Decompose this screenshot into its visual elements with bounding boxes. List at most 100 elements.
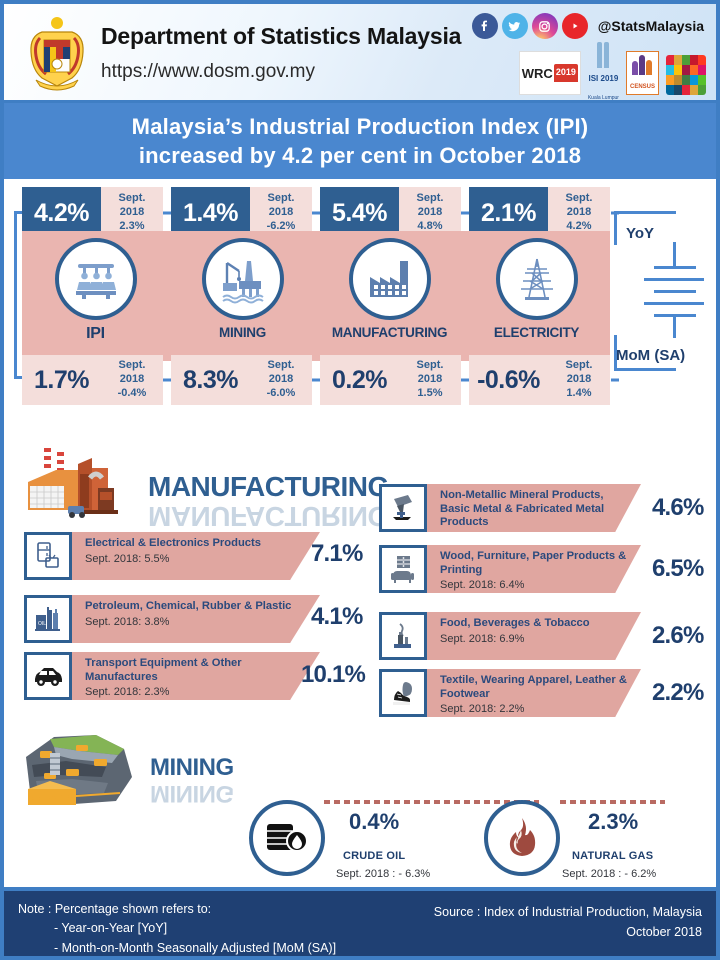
sector-icon-band: IPI (22, 231, 610, 361)
prev-label-year: 2018 (566, 206, 592, 219)
prev-label-year: 2018 (268, 373, 294, 386)
prev-value: 1.4% (566, 386, 592, 399)
census-2020-logo: CENSUS (625, 51, 659, 95)
yoy-label: YoY (626, 225, 655, 242)
twitter-icon[interactable] (501, 13, 528, 39)
mom-cell-mining: 8.3% Sept. 2018 -6.0% (171, 355, 320, 405)
oil-refinery-icon: OIL (24, 595, 72, 643)
mfg-left-item-3: Transport Equipment & Other Manufactures… (24, 652, 320, 704)
sector-electricity: ELECTRICITY (466, 238, 608, 340)
prev-label-month: Sept. (118, 192, 146, 205)
manufacturing-title-reflection: MANUFACTURING (148, 501, 389, 532)
oil-rig-icon (201, 238, 284, 320)
malaysia-coat-of-arms-icon (22, 14, 92, 94)
sector-label-electricity: ELECTRICITY (493, 325, 580, 340)
main-stats-panel: 4.2% Sept. 2018 2.3% 1.4% Sept. 2018 -6.… (14, 187, 706, 409)
census-logo-text: CENSUS (629, 84, 655, 90)
mom-cell-manufacturing: 0.2% Sept. 2018 1.5% (320, 355, 469, 405)
mfg-bar: Food, Beverages & Tobacco Sept. 2018: 6.… (426, 612, 641, 660)
battery-plate (654, 290, 696, 293)
mfg-item-name: Food, Beverages & Tobacco (440, 617, 590, 629)
yoy-value-manufacturing: 5.4% (320, 187, 399, 239)
shoe-textile-icon (379, 669, 427, 717)
battery-plate (644, 278, 704, 281)
mfg-bar: Electrical & Electronics Products Sept. … (71, 532, 320, 580)
mfg-right-item-1: Non-Metallic Mineral Products, Basic Met… (379, 484, 641, 536)
mfg-left-item-1: Electrical & Electronics Products Sept. … (24, 532, 320, 584)
wrc-logo-year: 2019 (553, 64, 578, 82)
prev-label-month: Sept. (267, 359, 295, 372)
battery-plate (644, 302, 704, 305)
yoy-cell-electricity: 2.1% Sept. 2018 4.2% (469, 187, 619, 239)
wrc-2019-logo: WRC 2019 (518, 51, 581, 95)
oil-barrel-icon (249, 800, 325, 876)
mining-stat-crude-oil (249, 800, 325, 876)
mfg-item-prev: Sept. 2018: 6.4% (440, 579, 525, 592)
mining-section-header: MINING MINING (20, 729, 280, 814)
mom-prev-mining: Sept. 2018 -6.0% (249, 355, 312, 405)
factory-icon (348, 238, 431, 320)
prev-value: -6.0% (266, 386, 296, 399)
yoy-prev-manufacturing: Sept. 2018 4.8% (398, 187, 461, 239)
prev-label-year: 2018 (119, 206, 145, 219)
mfg-right-pct-3: 2.6% (652, 622, 704, 649)
isi-logo-sub: Kuala Lumpur (587, 95, 619, 101)
conveyor-icon (54, 238, 137, 320)
mfg-right-item-2: Wood, Furniture, Paper Products & Printi… (379, 545, 641, 597)
mom-value-electricity: -0.6% (469, 355, 548, 405)
prev-label-year: 2018 (268, 206, 294, 219)
mom-bracket (614, 335, 676, 371)
cell-connector (312, 211, 320, 215)
crude-oil-prev: Sept. 2018 : - 6.3% (336, 868, 431, 880)
footer-source: Source : Index of Industrial Production,… (434, 902, 702, 942)
title-line-1: Malaysia’s Industrial Production Index (… (131, 113, 589, 139)
yoy-prev-electricity: Sept. 2018 4.2% (547, 187, 610, 239)
prev-value: -0.4% (117, 386, 147, 399)
cell-connector (461, 211, 469, 215)
prev-value: 2.3% (119, 219, 145, 232)
yoy-prev-ipi: Sept. 2018 2.3% (100, 187, 163, 239)
crude-oil-pct: 0.4% (349, 809, 400, 834)
prev-label-month: Sept. (416, 192, 444, 205)
mfg-item-prev: Sept. 2018: 2.2% (440, 703, 525, 716)
furniture-icon (379, 545, 427, 593)
crude-oil-dotline (324, 800, 539, 804)
prev-label-year: 2018 (417, 206, 443, 219)
facebook-icon[interactable] (471, 13, 498, 39)
natural-gas-dotline (560, 800, 665, 804)
department-url[interactable]: https://www.dosm.gov.my (101, 61, 315, 82)
petronas-towers-icon (588, 42, 619, 68)
social-links: @StatsMalaysia (471, 13, 704, 39)
mining-title: MINING (150, 754, 234, 781)
youtube-icon[interactable] (561, 13, 588, 39)
prev-label-month: Sept. (565, 359, 593, 372)
natural-gas-pct: 2.3% (588, 809, 639, 834)
flame-icon (484, 800, 560, 876)
cell-connector (163, 211, 171, 215)
crude-oil-label: CRUDE OIL (343, 850, 406, 862)
mom-cell-ipi: 1.7% Sept. 2018 -0.4% (22, 355, 171, 405)
mom-cell-electricity: -0.6% Sept. 2018 1.4% (469, 355, 619, 405)
prev-value: 1.5% (417, 386, 443, 399)
mfg-left-item-2: OIL Petroleum, Chemical, Rubber & Plasti… (24, 595, 320, 647)
mfg-item-prev: Sept. 2018: 4.6% (440, 531, 525, 544)
instagram-icon[interactable] (531, 13, 558, 39)
battery-plate (654, 314, 696, 317)
sector-ipi: IPI (25, 238, 167, 343)
mfg-item-name: Petroleum, Chemical, Rubber & Plastic (85, 600, 292, 612)
factory-illustration-icon (28, 448, 118, 518)
svg-text:OIL: OIL (38, 621, 46, 627)
mfg-bar: Non-Metallic Mineral Products, Basic Met… (426, 484, 641, 532)
prev-label-month: Sept. (565, 192, 593, 205)
page-header: Department of Statistics Malaysia https:… (4, 4, 716, 103)
mfg-item-name: Non-Metallic Mineral Products, Basic Met… (440, 489, 605, 529)
pylon-icon (495, 238, 578, 320)
sector-label-mining: MINING (219, 325, 266, 340)
footer-note-line-3: - Month-on-Month Seasonally Adjusted [Mo… (54, 940, 337, 955)
mfg-bar: Wood, Furniture, Paper Products & Printi… (426, 545, 641, 593)
fridge-tv-icon (24, 532, 72, 580)
prev-value: -6.2% (266, 219, 296, 232)
yoy-cell-ipi: 4.2% Sept. 2018 2.3% (22, 187, 171, 239)
mfg-item-prev: Sept. 2018: 5.5% (85, 552, 170, 565)
